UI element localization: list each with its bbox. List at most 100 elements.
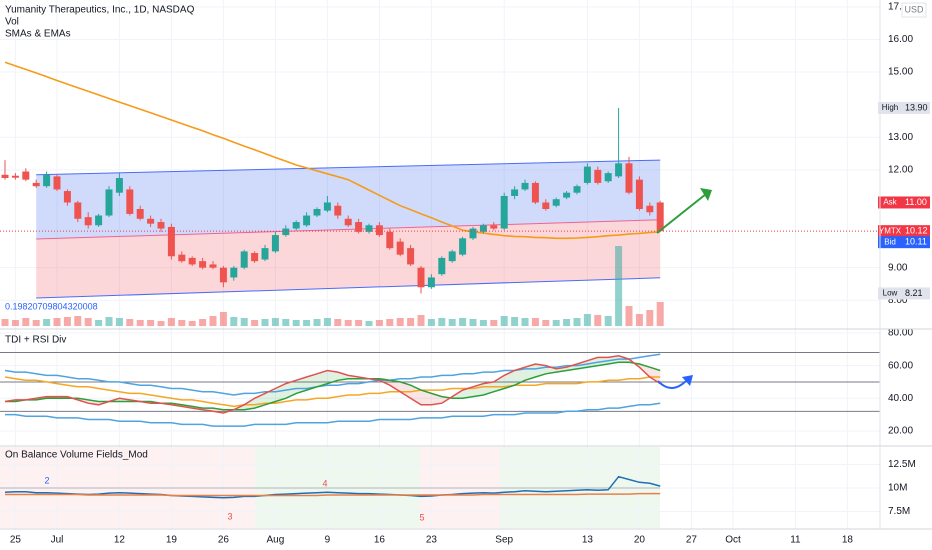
- marker-name-box: [878, 101, 902, 114]
- volume-bar: [167, 318, 175, 326]
- volume-bar: [646, 310, 654, 326]
- y-tick-label: 60.00: [888, 360, 913, 371]
- candle-body: [490, 225, 498, 229]
- candle-body: [334, 205, 342, 216]
- band-fill: [296, 377, 307, 394]
- volume-bar: [115, 318, 123, 326]
- candle-body: [303, 215, 311, 226]
- candle-body: [126, 189, 134, 214]
- marker-value: 13.90: [905, 102, 928, 112]
- candle-body: [178, 254, 186, 262]
- band-fill: [317, 370, 328, 387]
- candle-body: [53, 176, 61, 190]
- marker-name: Low: [883, 289, 898, 298]
- band-fill: [587, 357, 598, 368]
- candle-body: [251, 253, 259, 262]
- band-fill: [244, 398, 255, 410]
- x-tick-label: 25: [10, 535, 22, 546]
- volume-bar: [563, 319, 571, 326]
- volume-bar: [427, 319, 435, 326]
- volume-bar: [271, 318, 279, 326]
- candle-body: [209, 264, 217, 268]
- volume-bar: [500, 316, 508, 326]
- arrow: [657, 378, 689, 389]
- volume-bar: [323, 318, 331, 326]
- marker-name: High: [882, 103, 898, 112]
- candle-body: [365, 225, 373, 232]
- candle-body: [32, 182, 40, 187]
- sma-line: [4, 61, 661, 240]
- candle-body: [261, 248, 269, 260]
- band-fill: [213, 408, 224, 413]
- band-fill: [493, 375, 505, 392]
- volume-bar: [594, 315, 602, 326]
- volume-bar: [240, 318, 248, 326]
- candle-body: [469, 228, 477, 239]
- volume-bar: [95, 320, 103, 326]
- candle-body: [563, 192, 571, 198]
- volume-bar: [261, 319, 269, 326]
- x-tick-label: 18: [842, 535, 854, 546]
- volume-bar: [282, 319, 290, 326]
- frame: [0, 0, 932, 530]
- candle-body: [573, 186, 581, 193]
- y-tick-label: 7.5M: [888, 506, 910, 517]
- candle-body: [188, 257, 196, 265]
- candle-body: [500, 195, 508, 229]
- candle-body: [521, 182, 529, 190]
- volume-bar: [583, 314, 591, 326]
- x-tick-label: Sep: [495, 535, 513, 546]
- volume-bar: [511, 317, 519, 326]
- volume-bar: [438, 318, 446, 326]
- x-tick-label: Oct: [725, 535, 741, 546]
- candle-body: [615, 163, 623, 177]
- volume-bar: [407, 318, 415, 326]
- volume-bar: [656, 302, 664, 326]
- y-tick-label: 8.00: [888, 295, 908, 306]
- candle-body: [292, 222, 300, 229]
- band-fill: [337, 372, 349, 381]
- y-tick-label: 20.00: [888, 426, 913, 437]
- band-fill: [649, 367, 661, 384]
- volume-bar: [11, 320, 19, 326]
- volume-bar: [542, 320, 550, 326]
- volume-bar: [479, 320, 487, 326]
- marker-value-box: [902, 101, 930, 114]
- y-tick-label: 12.00: [888, 165, 913, 176]
- candle-body: [11, 175, 19, 178]
- x-tick-label: 20: [634, 535, 646, 546]
- volume-bar: [396, 318, 404, 326]
- channel-line: [36, 219, 661, 240]
- candle-body: [511, 189, 519, 196]
- indicator-line: [5, 361, 661, 411]
- volume-bar: [63, 317, 71, 326]
- x-tick-label: 11: [790, 535, 801, 546]
- volume-bar: [417, 315, 425, 326]
- candle-body: [63, 191, 71, 203]
- volume-bar: [303, 320, 311, 326]
- band-fill: [88, 399, 99, 405]
- marker-name: Bid: [884, 237, 896, 246]
- volume-bar: [604, 316, 612, 326]
- y-tick-label: 13.00: [888, 132, 913, 143]
- marker-value: 8.21: [905, 288, 923, 298]
- candle-body: [552, 199, 560, 206]
- candle-body: [375, 225, 383, 236]
- volume-bar: [1, 319, 9, 326]
- candle-body: [604, 173, 612, 182]
- volume-bar: [552, 320, 560, 326]
- candle-body: [22, 171, 30, 180]
- volume-bar: [386, 319, 394, 326]
- volume-bar: [105, 317, 113, 326]
- y-tick-label: 80.00: [888, 328, 913, 339]
- y-tick-label: 10M: [888, 483, 907, 494]
- annotation: 4: [322, 478, 327, 488]
- annotation: 3: [227, 511, 232, 521]
- candle-body: [396, 241, 404, 255]
- volume-ma-label: 0.19820709804320008: [5, 301, 98, 311]
- candle-body: [167, 226, 175, 257]
- x-tick-label: Aug: [267, 535, 285, 546]
- volume-bar: [136, 320, 144, 326]
- indicator-line: [5, 402, 661, 427]
